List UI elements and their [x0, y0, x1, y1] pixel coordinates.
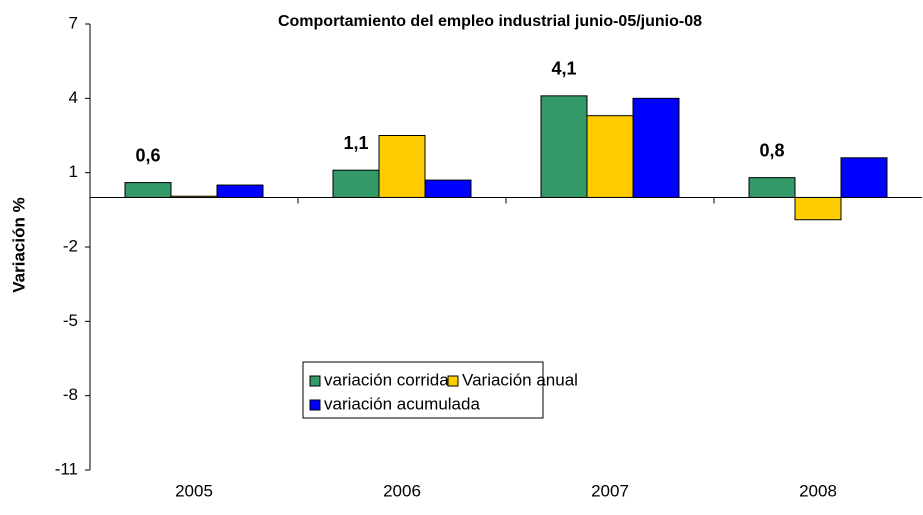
y-axis-label: Variación %	[9, 197, 28, 292]
y-tick-label: 1	[69, 162, 78, 181]
legend-swatch	[309, 399, 321, 411]
bar	[748, 177, 796, 198]
value-label: 0,6	[135, 145, 160, 165]
bar	[424, 179, 472, 198]
x-tick-label: 2005	[175, 481, 213, 500]
legend-swatch	[447, 375, 459, 387]
y-tick-label: -2	[63, 236, 78, 255]
legend-label: variación acumulada	[324, 394, 480, 413]
bar	[794, 196, 842, 221]
x-tick-label: 2007	[591, 481, 629, 500]
legend	[302, 361, 544, 419]
bar	[332, 169, 380, 198]
y-tick-label: 7	[69, 13, 78, 32]
y-tick-label: -8	[63, 385, 78, 404]
legend-label: variación corrida	[324, 370, 449, 389]
bar	[378, 135, 426, 198]
value-label: 0,8	[759, 140, 784, 160]
legend-swatch	[309, 375, 321, 387]
legend-label: Variación anual	[462, 370, 578, 389]
bar	[632, 97, 680, 198]
bar	[124, 182, 172, 198]
chart-title: Comportamiento del empleo industrial jun…	[278, 13, 702, 30]
value-label: 1,1	[343, 133, 368, 153]
y-tick-label: 4	[69, 88, 78, 107]
x-tick-label: 2008	[799, 481, 837, 500]
y-tick-label: -5	[63, 311, 78, 330]
value-label: 4,1	[551, 59, 576, 79]
bar	[586, 115, 634, 198]
bar	[216, 184, 264, 198]
y-tick-label: -11	[55, 459, 78, 478]
x-tick-label: 2006	[383, 481, 421, 500]
bar	[540, 95, 588, 198]
bar	[840, 157, 888, 198]
